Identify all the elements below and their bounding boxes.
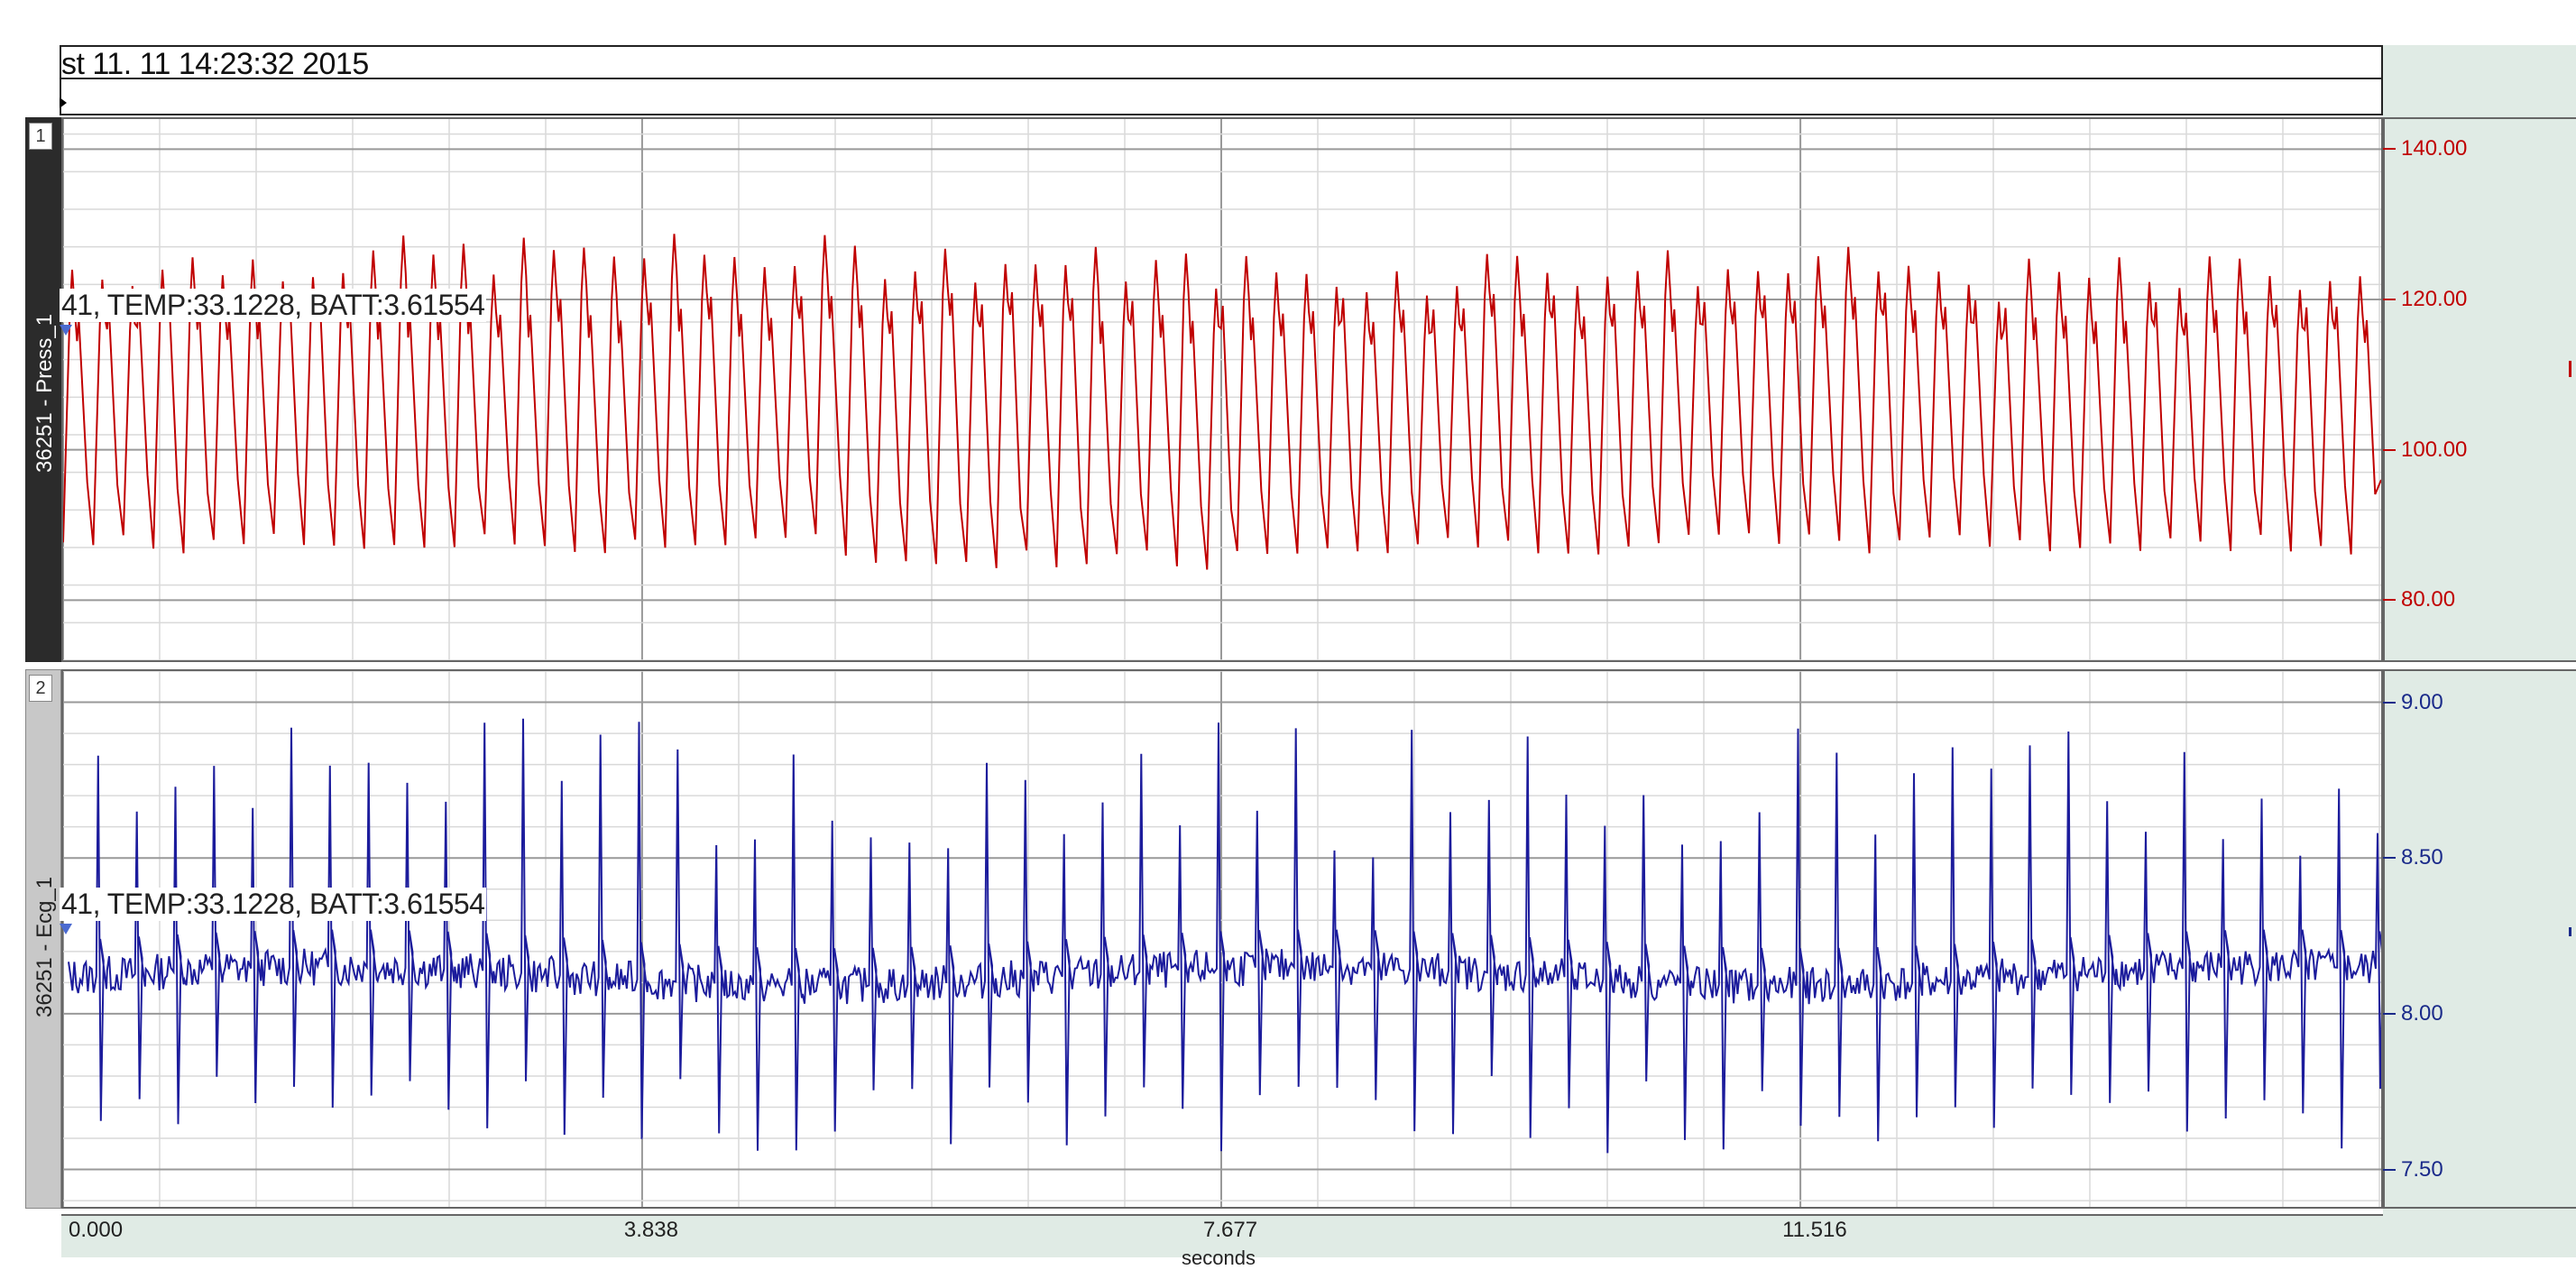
axis-title-clip-press xyxy=(2569,361,2571,377)
axis-header-spacer xyxy=(2383,45,2576,117)
axis-title-clip-ecg xyxy=(2569,927,2571,936)
plot-area-ecg[interactable] xyxy=(61,669,2383,1209)
y-axis-ecg[interactable] xyxy=(2383,669,2576,1209)
panel-number[interactable]: 1 xyxy=(29,123,52,150)
channel-sidebar-ecg[interactable] xyxy=(25,669,61,1209)
y-tick-mark xyxy=(2383,1168,2396,1171)
channel-label-ecg: 36251 - Ecg_1 xyxy=(32,876,57,1017)
x-axis-title: seconds xyxy=(1182,1247,1256,1269)
panel-number[interactable]: 2 xyxy=(29,675,52,702)
x-tick-label: 3.838 xyxy=(623,1218,678,1242)
press-trace xyxy=(63,234,2381,570)
x-axis[interactable] xyxy=(61,1214,2383,1257)
ecg-trace xyxy=(68,718,2381,1154)
event-marker-icon xyxy=(60,97,67,108)
x-tick-label: 11.516 xyxy=(1782,1218,1847,1242)
x-tick-label: 7.677 xyxy=(1203,1218,1258,1242)
channel-sidebar-press[interactable] xyxy=(25,117,61,662)
channel-label-press: 36251 - Press_1 xyxy=(32,313,57,473)
y-tick-label: 7.50 xyxy=(2401,1156,2443,1182)
annotation-ecg[interactable]: 41, TEMP:33.1228, BATT:3.61554 xyxy=(60,888,487,921)
annotation-flag-icon xyxy=(60,924,72,934)
y-tick-label: 8.50 xyxy=(2401,845,2443,870)
y-tick-mark xyxy=(2383,1012,2396,1015)
event-strip[interactable] xyxy=(60,78,2383,115)
y-tick-label: 80.00 xyxy=(2401,587,2456,612)
y-tick-mark xyxy=(2383,701,2396,704)
plot-area-press[interactable] xyxy=(61,117,2383,662)
annotation-flag-icon xyxy=(60,325,72,336)
y-tick-label: 100.00 xyxy=(2401,437,2468,462)
press-chart-svg xyxy=(63,119,2381,660)
y-tick-label: 120.00 xyxy=(2401,287,2468,311)
timestamp-text: st 11. 11 14:23:32 2015 xyxy=(61,47,369,81)
x-tick-label: 0.000 xyxy=(69,1218,124,1242)
y-tick-label: 8.00 xyxy=(2401,1000,2443,1026)
y-tick-mark xyxy=(2383,148,2396,151)
y-tick-mark xyxy=(2383,857,2396,860)
y-tick-mark xyxy=(2383,448,2396,451)
y-tick-label: 9.00 xyxy=(2401,689,2443,714)
y-tick-label: 140.00 xyxy=(2401,136,2468,161)
y-axis-press[interactable] xyxy=(2383,117,2576,662)
timestamp-bar xyxy=(60,45,2383,78)
y-tick-mark xyxy=(2383,299,2396,300)
x-axis-corner xyxy=(2383,1209,2576,1257)
annotation-press[interactable]: 41, TEMP:33.1228, BATT:3.61554 xyxy=(60,289,487,322)
ecg-chart-svg xyxy=(63,671,2381,1207)
y-tick-mark xyxy=(2383,599,2396,602)
